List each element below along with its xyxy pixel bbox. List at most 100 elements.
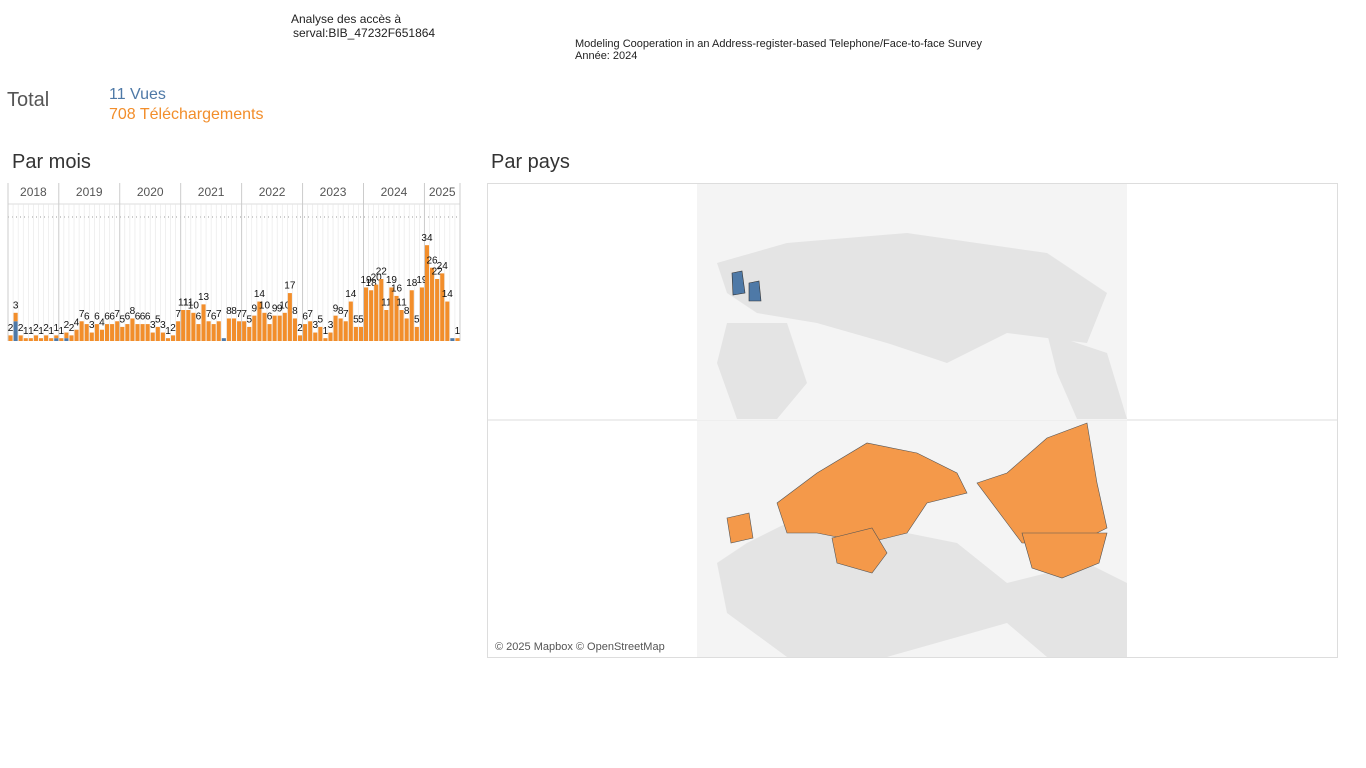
- bar: [404, 318, 409, 341]
- data-label: 3: [160, 320, 166, 331]
- data-label: 3: [13, 300, 19, 311]
- bar: [338, 318, 343, 341]
- data-label: 7: [79, 309, 85, 320]
- bar: [38, 338, 44, 341]
- data-label: 8: [404, 306, 410, 317]
- data-label: 7: [114, 309, 120, 320]
- data-label: 5: [353, 315, 359, 326]
- data-label: 22: [432, 267, 444, 278]
- bar: [140, 324, 145, 341]
- section-title: Par mois: [12, 151, 91, 173]
- data-label: 7: [307, 309, 313, 320]
- data-label: 10: [259, 300, 271, 311]
- year-label: 2020: [137, 185, 164, 199]
- bar: [272, 315, 277, 341]
- data-label: 34: [421, 233, 433, 244]
- bar: [89, 332, 94, 341]
- data-label: 5: [246, 315, 252, 326]
- data-label: 6: [140, 312, 146, 323]
- bar: [33, 335, 38, 341]
- bar: [348, 301, 353, 341]
- bar: [110, 324, 115, 341]
- bar: [18, 335, 23, 341]
- bar: [455, 338, 460, 341]
- bar: [186, 310, 191, 341]
- bar: [201, 304, 206, 341]
- bar: [287, 293, 292, 341]
- data-label: 11: [178, 298, 189, 309]
- bar: [282, 312, 287, 341]
- data-label: 9: [333, 303, 339, 314]
- bar: [277, 315, 282, 341]
- bar: [343, 321, 348, 341]
- bar: [13, 321, 18, 341]
- data-label: 8: [130, 306, 136, 317]
- bar: [242, 321, 247, 341]
- data-label: 19: [416, 275, 428, 286]
- bar: [125, 324, 130, 341]
- bar: [231, 318, 237, 341]
- data-label: 18: [406, 278, 418, 289]
- data-label: 7: [343, 309, 349, 320]
- data-label: 6: [104, 312, 110, 323]
- publication-year: Année: 2024: [575, 50, 638, 62]
- bar: [130, 318, 135, 341]
- data-label: 10: [188, 300, 200, 311]
- data-label: 20: [371, 272, 383, 283]
- map-top: [697, 184, 1127, 420]
- bar: [267, 324, 272, 341]
- bar: [94, 324, 99, 341]
- bar: [13, 312, 18, 322]
- year-label: 2025: [429, 185, 456, 199]
- data-label: 19: [386, 275, 398, 286]
- data-label: 9: [252, 303, 258, 314]
- data-label: 22: [376, 267, 388, 278]
- bar: [318, 326, 323, 341]
- bar: [49, 338, 54, 341]
- bar: [196, 324, 201, 341]
- bar: [445, 301, 450, 341]
- bar: [328, 332, 333, 341]
- bar: [409, 290, 414, 341]
- data-label: 11: [381, 298, 392, 309]
- data-label: 7: [206, 309, 212, 320]
- title: Analyse des accès à serval:BIB_47232F651…: [291, 12, 435, 40]
- year-label: 2023: [320, 185, 347, 199]
- bar: [69, 335, 74, 341]
- bar: [303, 324, 308, 341]
- data-label: 2: [8, 323, 14, 334]
- bar: [226, 318, 231, 341]
- data-label: 14: [254, 289, 266, 300]
- bar: [115, 321, 120, 341]
- data-label: 7: [216, 309, 222, 320]
- data-label: 7: [241, 309, 247, 320]
- data-label: 1: [165, 326, 171, 337]
- bar: [150, 332, 155, 341]
- bar: [424, 245, 430, 341]
- data-label: 6: [211, 312, 217, 323]
- bar: [135, 324, 140, 341]
- bar: [44, 335, 49, 341]
- data-label: 8: [338, 306, 344, 317]
- data-label: 1: [38, 326, 44, 337]
- bar: [369, 290, 374, 341]
- bar: [353, 326, 358, 341]
- bar: [8, 335, 13, 341]
- bar: [414, 326, 419, 341]
- bar: [64, 338, 69, 341]
- bar: [247, 326, 252, 341]
- bar: [358, 326, 364, 341]
- data-label: 2: [18, 323, 24, 334]
- bar: [221, 338, 226, 341]
- bar: [389, 287, 394, 341]
- bar: [155, 326, 160, 341]
- data-label: 5: [414, 315, 420, 326]
- bar: [323, 338, 328, 341]
- year-label: 2018: [20, 185, 47, 199]
- data-label: 5: [358, 315, 364, 326]
- total-downloads: 708 Téléchargements: [109, 106, 264, 123]
- publication-title: Modeling Cooperation in an Address-regis…: [575, 38, 983, 50]
- data-label: 3: [312, 320, 318, 331]
- bar: [120, 326, 125, 341]
- year-label: 2024: [381, 185, 408, 199]
